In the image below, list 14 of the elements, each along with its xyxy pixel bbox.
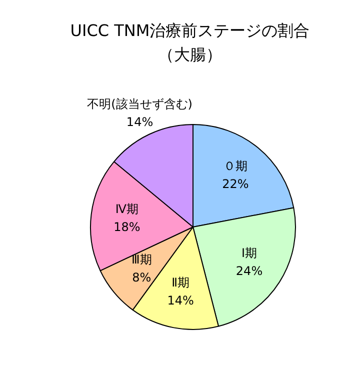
slice-label: ０期 xyxy=(223,158,248,173)
slice-label: Ⅲ期 xyxy=(132,252,152,267)
chart-title: UICC TNM治療前ステージの割合 xyxy=(70,21,310,40)
slice-label: Ⅰ期 xyxy=(241,246,258,260)
data-label: 24% xyxy=(236,264,263,278)
slice-label: Ⅳ期 xyxy=(115,202,138,216)
data-label: 14% xyxy=(126,114,154,129)
slice-label: 不明(該当せず含む) xyxy=(87,96,192,111)
data-label: 18% xyxy=(114,220,140,234)
data-label: 8% xyxy=(132,270,152,285)
data-label: 14% xyxy=(167,294,194,308)
chart-subtitle: （大腸） xyxy=(158,45,222,64)
data-label: 22% xyxy=(222,176,249,191)
slice-label: Ⅱ期 xyxy=(172,276,190,290)
